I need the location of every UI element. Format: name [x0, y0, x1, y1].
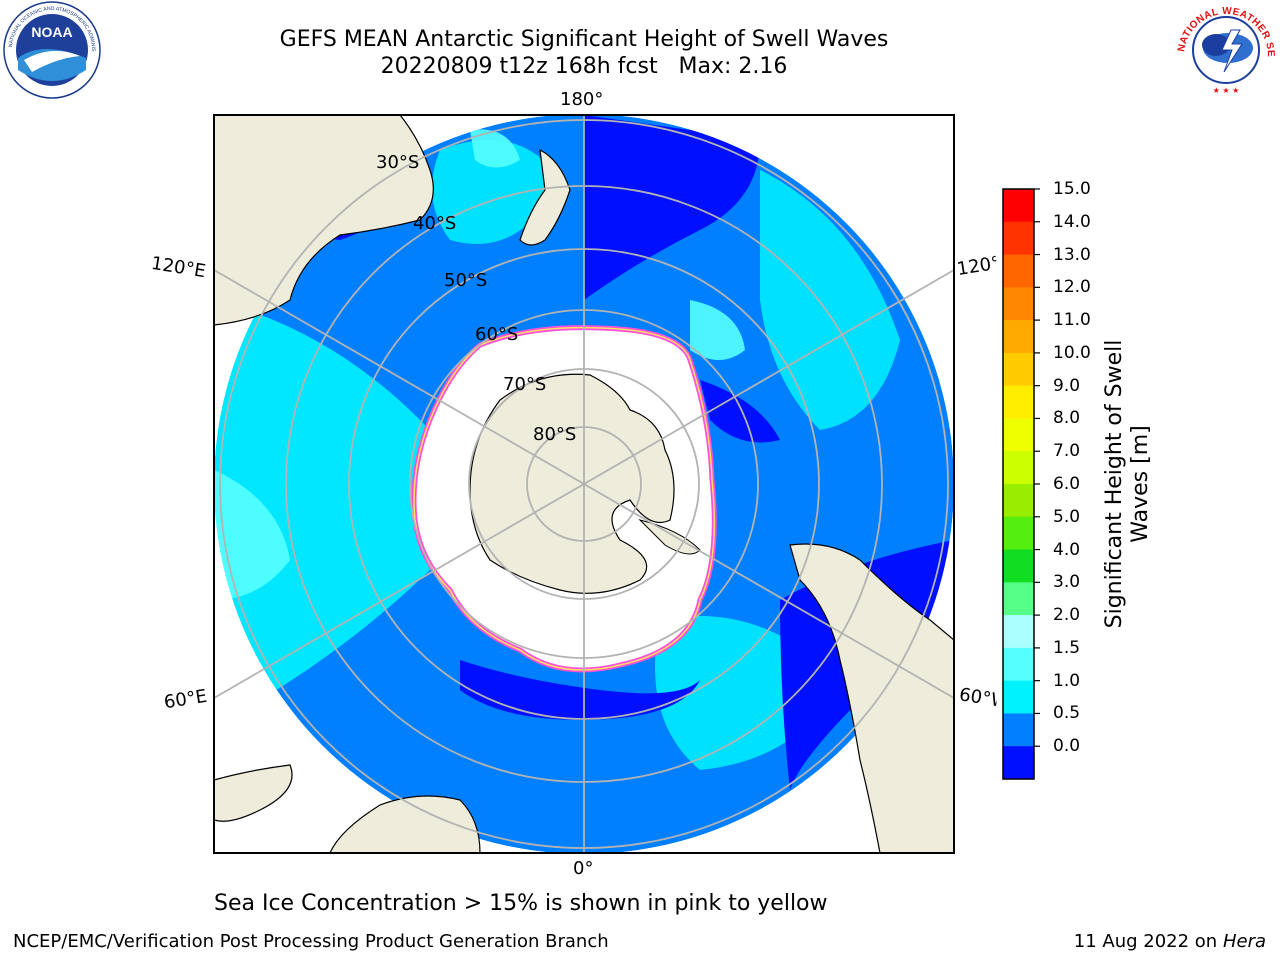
footer-timestamp: 11 Aug 2022 on Hera [1074, 931, 1266, 953]
colorbar-tick-label: 13.0 [1053, 244, 1091, 265]
colorbar-tick-label: 0.0 [1053, 736, 1081, 757]
footer-branch: NCEP/EMC/Verification Post Processing Pr… [13, 931, 609, 952]
colorbar-tick-label: 11.0 [1053, 310, 1091, 331]
antarctic-peninsula-land [638, 519, 701, 555]
colorbar-tick-label: 0.5 [1053, 703, 1081, 724]
madagascar-land [214, 764, 293, 822]
latitude-label-70s: 70°S [503, 374, 547, 395]
colorbar [1003, 188, 1040, 780]
land-masses [214, 115, 954, 853]
map-frame [213, 114, 955, 854]
colorbar-swatch [1003, 680, 1034, 714]
colorbar-swatch [1003, 516, 1034, 551]
sea-ice-note: Sea Ice Concentration > 15% is shown in … [214, 891, 828, 916]
latitude-label-30s: 30°S [376, 152, 420, 173]
colorbar-tick-label: 1.5 [1053, 637, 1081, 658]
africa-land [329, 795, 481, 853]
colorbar-tick-label: 4.0 [1053, 539, 1081, 560]
latitude-label-80s: 80°S [533, 424, 577, 445]
new-zealand-land [519, 148, 571, 246]
colorbar-tick-label: 2.0 [1053, 605, 1081, 626]
south-america-land [789, 543, 954, 853]
swell-band-dark-blue [700, 380, 780, 443]
nws-logo-stars: ★ ★ ★ [1213, 86, 1240, 95]
nws-logo-lightning-icon [1221, 29, 1243, 73]
colorbar-swatch [1003, 352, 1034, 387]
colorbar-tick-label: 5.0 [1053, 506, 1081, 527]
australia-land [214, 115, 434, 326]
colorbar-swatch [1003, 647, 1034, 682]
colorbar-tick-label: 7.0 [1053, 441, 1081, 462]
sea-ice-edge-yellow [413, 326, 715, 671]
latitude-label-40s: 40°S [413, 213, 457, 234]
colorbar-swatch [1003, 385, 1034, 419]
chart-subtitle: 20220809 t12z 168h fcst Max: 2.16 [380, 54, 788, 79]
latitude-label-50s: 50°S [444, 270, 488, 291]
colorbar-swatch [1003, 320, 1034, 354]
colorbar-swatch [1003, 287, 1034, 321]
graticule [214, 115, 954, 853]
colorbar-tick-label: 15.0 [1053, 179, 1091, 199]
colorbar-swatch [1003, 746, 1034, 780]
colorbar-title: Significant Height of Swell Waves [m] [1102, 339, 1153, 629]
noaa-logo-bird [24, 50, 80, 72]
noaa-logo: NOAA NATIONAL OCEANIC AND ATMOSPHERIC AD… [2, 0, 101, 99]
colorbar-swatch [1003, 484, 1034, 518]
colorbar-tick-label: 1.0 [1053, 670, 1081, 691]
swell-band-cyan [760, 170, 900, 430]
footer-date: 11 Aug 2022 on [1073, 931, 1218, 952]
chart-title: GEFS MEAN Antarctic Significant Height o… [279, 27, 889, 52]
longitude-label-0: 0° [573, 858, 594, 879]
swell-band-dark-blue [460, 660, 700, 720]
colorbar-swatch [1003, 451, 1034, 485]
colorbar-tick-label: 12.0 [1053, 277, 1091, 298]
latitude-label-60s: 60°S [475, 324, 519, 345]
national-weather-service-logo: NATIONAL WEATHER SERVICE ★ ★ ★ [1176, 0, 1276, 98]
colorbar-swatch [1003, 713, 1034, 747]
colorbar-tick-label: 8.0 [1053, 408, 1081, 429]
antarctica-land [469, 373, 675, 594]
noaa-logo-text: NOAA [31, 24, 72, 40]
colorbar-swatch [1003, 615, 1034, 649]
colorbar-swatch [1003, 418, 1034, 452]
meridian-60e-120w [214, 269, 954, 699]
colorbar-swatch [1003, 582, 1034, 616]
colorbar-swatch [1003, 189, 1034, 223]
colorbar-tick-label: 10.0 [1053, 342, 1091, 363]
swell-band-light-cyan [470, 129, 520, 168]
swell-band-light-cyan [690, 300, 745, 360]
colorbar-swatch [1003, 221, 1034, 256]
colorbar-swatch [1003, 549, 1034, 583]
colorbar-frame [1002, 188, 1035, 780]
colorbar-tick-label: 14.0 [1053, 211, 1091, 232]
swell-band-light-cyan [214, 470, 290, 600]
colorbar-tick-label: 6.0 [1053, 474, 1081, 494]
longitude-label-180: 180° [560, 89, 604, 110]
footer-host: Hera [1222, 931, 1266, 952]
colorbar-tick-label: 9.0 [1053, 375, 1081, 396]
colorbar-tick-label: 3.0 [1053, 572, 1081, 593]
colorbar-swatch [1003, 254, 1034, 288]
swell-band-cyan [214, 300, 452, 720]
